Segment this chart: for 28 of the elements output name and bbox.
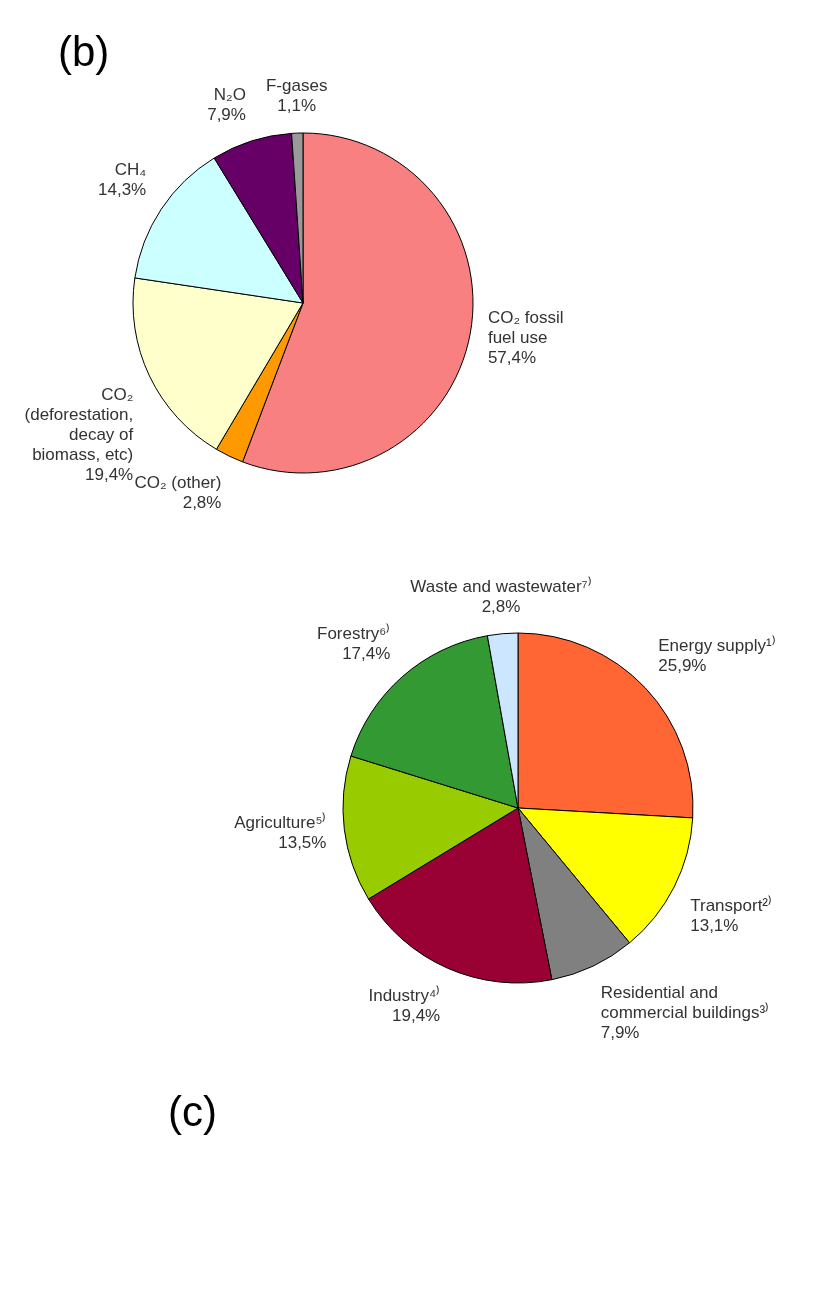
data-label: 57,4% (487, 347, 537, 367)
data-label: 2,8% (481, 596, 521, 616)
slice-label: N₂O (213, 84, 246, 104)
slice-label: CO₂ fossil fuel use (487, 307, 564, 347)
data-label: 13,1% (690, 916, 739, 936)
data-label: 19,4% (392, 1005, 441, 1025)
slice-label: Industry⁴⁾ (368, 984, 441, 1005)
data-label: 7,9% (207, 104, 246, 124)
slice-label: CO₂ (deforestation, decay of biomass, etc) (24, 384, 134, 464)
slice-label: Transport²⁾ (690, 895, 773, 916)
slice-label: Energy supply¹⁾ (658, 635, 776, 656)
data-label: 25,9% (658, 656, 707, 676)
data-label: 7,9% (600, 1023, 640, 1043)
data-label: 19,4% (85, 464, 134, 484)
chart-title: (b) (58, 28, 110, 76)
data-label: 13,5% (278, 832, 327, 852)
text: (c) (168, 1088, 217, 1136)
data-label: 2,8% (182, 493, 222, 513)
slice-label: Forestry⁶⁾ (317, 623, 391, 644)
slice-label: Agriculture⁵⁾ (234, 811, 327, 832)
slice-label: CH₄ (114, 160, 147, 180)
data-label: 17,4% (342, 644, 391, 664)
slice-label: Residential and commercial buildings³⁾ (600, 983, 770, 1023)
slice-label: F-gases (265, 76, 328, 96)
data-label: 14,3% (98, 180, 147, 200)
slice-label: Waste and wastewater⁷⁾ (410, 575, 592, 596)
data-label: 1,1% (277, 96, 317, 116)
slice-label: CO₂ (other) (134, 473, 222, 493)
